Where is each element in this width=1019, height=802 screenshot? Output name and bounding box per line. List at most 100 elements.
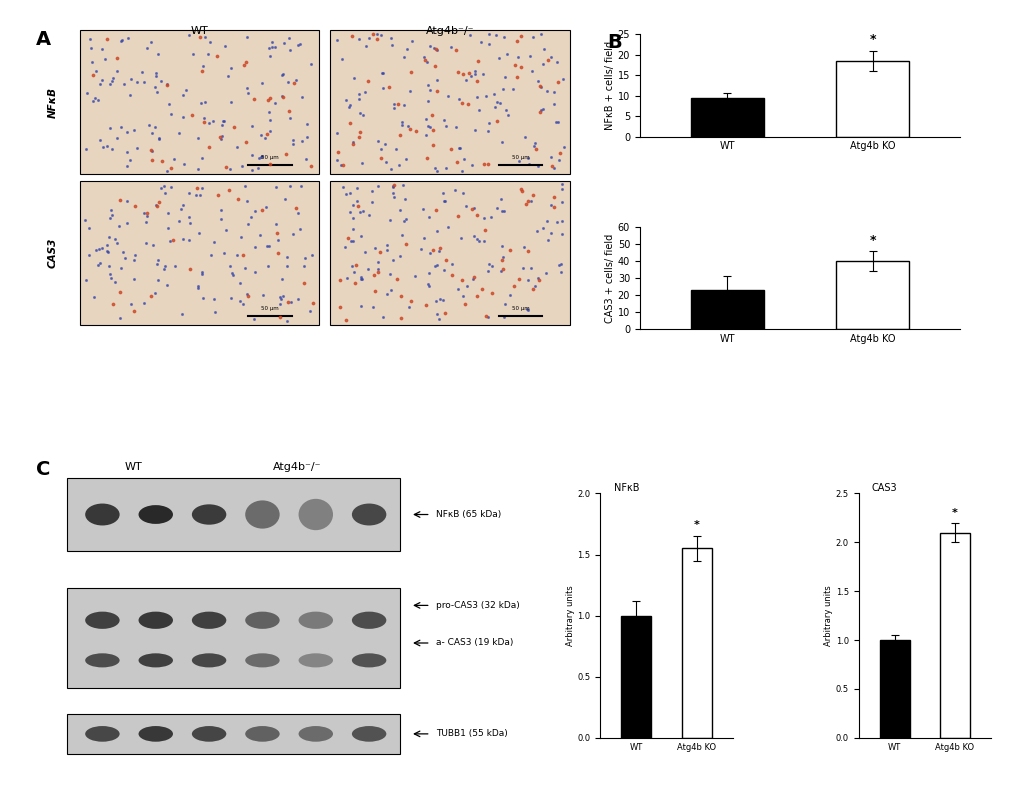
Point [78, 87, 95, 99]
Point [274, 89, 290, 102]
Point [553, 228, 570, 241]
Point [353, 273, 369, 286]
Point [344, 223, 361, 236]
Point [343, 260, 360, 273]
Point [84, 55, 100, 68]
Point [274, 273, 290, 286]
Point [258, 200, 274, 213]
Point [390, 159, 407, 172]
Point [99, 245, 115, 257]
Point [147, 121, 163, 134]
Bar [878, 640, 909, 738]
Point [352, 205, 368, 218]
Point [351, 92, 367, 105]
FancyBboxPatch shape [330, 180, 570, 325]
Point [508, 51, 525, 64]
Point [278, 251, 294, 264]
Point [192, 30, 208, 43]
Point [112, 35, 128, 48]
Point [417, 54, 433, 67]
Point [516, 240, 532, 253]
Point [353, 229, 369, 242]
Bar [681, 549, 711, 738]
Point [431, 241, 447, 254]
Bar [690, 98, 763, 136]
Point [246, 93, 262, 106]
Point [222, 62, 238, 75]
Point [148, 198, 164, 211]
Point [183, 108, 200, 121]
Ellipse shape [86, 654, 119, 667]
Ellipse shape [139, 505, 173, 524]
Point [149, 199, 165, 212]
Point [201, 117, 217, 130]
Point [119, 160, 136, 172]
Point [184, 48, 201, 61]
Y-axis label: Arbitrary units: Arbitrary units [566, 585, 574, 646]
Point [214, 119, 230, 132]
Point [86, 291, 102, 304]
Point [421, 83, 437, 96]
Point [141, 118, 157, 131]
Point [471, 103, 487, 116]
Point [255, 288, 271, 301]
Point [181, 29, 198, 42]
Point [395, 51, 412, 63]
Y-axis label: NFκB + cells/ field: NFκB + cells/ field [604, 41, 614, 130]
Point [167, 260, 183, 273]
Point [385, 187, 401, 200]
Point [348, 195, 365, 208]
Point [530, 160, 546, 172]
Point [532, 79, 548, 92]
Point [534, 58, 550, 71]
Point [421, 120, 437, 133]
Point [357, 246, 373, 259]
Ellipse shape [245, 654, 279, 667]
Point [403, 66, 419, 79]
Point [418, 55, 434, 68]
Point [454, 290, 471, 302]
Point [367, 285, 383, 298]
Point [520, 152, 536, 164]
Point [333, 53, 350, 66]
Point [181, 210, 198, 223]
Point [284, 138, 301, 151]
Y-axis label: CAS3 + cells/ field: CAS3 + cells/ field [604, 233, 614, 323]
Point [460, 98, 476, 111]
Point [116, 252, 132, 265]
Point [297, 252, 313, 265]
Point [538, 85, 554, 98]
Point [88, 64, 104, 77]
Point [418, 298, 434, 311]
Point [278, 314, 294, 327]
Point [469, 233, 485, 245]
Point [109, 132, 125, 144]
Point [150, 47, 166, 60]
Point [99, 238, 115, 251]
Point [357, 86, 373, 99]
Point [187, 188, 204, 201]
Point [549, 75, 566, 88]
Point [254, 203, 270, 216]
Point [511, 154, 527, 167]
Point [488, 115, 504, 128]
Point [143, 290, 159, 302]
Point [385, 179, 401, 192]
Point [429, 74, 445, 87]
Point [520, 194, 536, 207]
Point [436, 194, 452, 207]
Point [352, 125, 368, 138]
Point [552, 266, 569, 279]
Point [487, 28, 503, 41]
Point [437, 119, 453, 132]
Point [427, 43, 443, 55]
Point [366, 269, 382, 282]
Bar [690, 290, 763, 330]
Ellipse shape [352, 654, 386, 667]
Point [429, 225, 445, 238]
Point [479, 124, 495, 137]
Point [364, 196, 380, 209]
Point [553, 196, 570, 209]
Point [458, 200, 474, 213]
Point [237, 136, 254, 148]
